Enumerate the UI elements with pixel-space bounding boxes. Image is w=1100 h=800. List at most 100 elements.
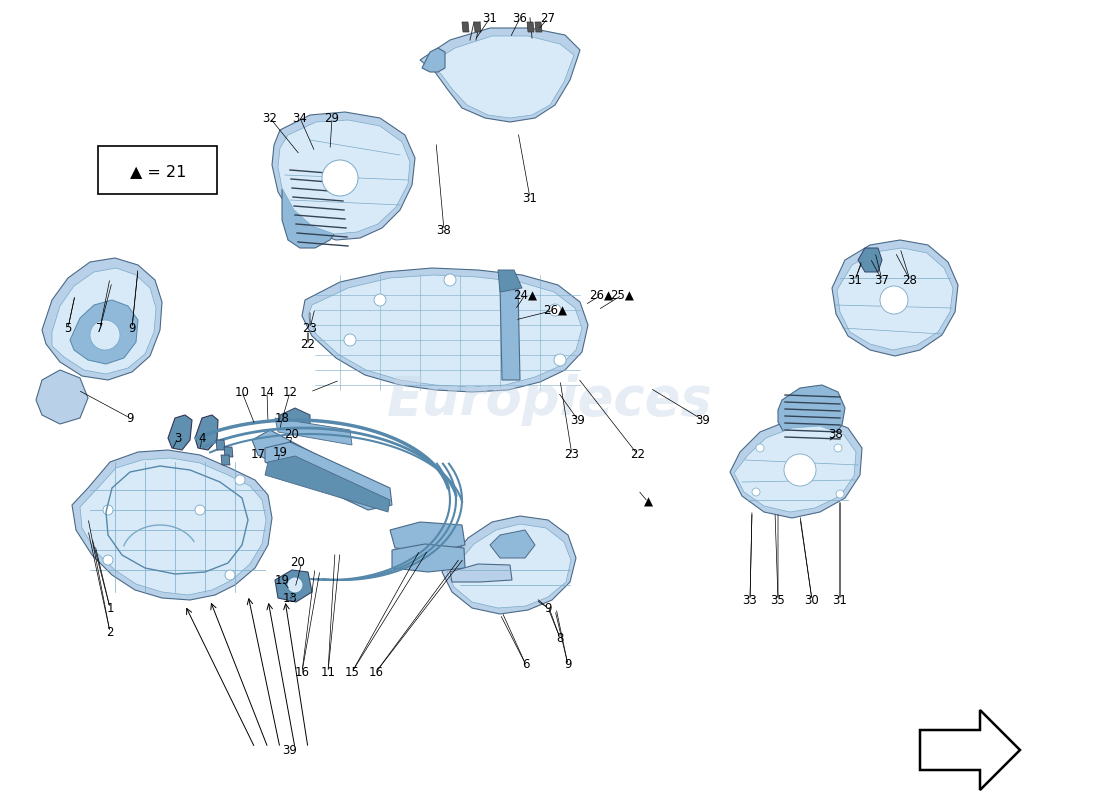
Polygon shape [272,112,415,240]
Polygon shape [80,458,266,595]
Polygon shape [52,268,156,374]
Text: 9: 9 [126,411,134,425]
Polygon shape [920,710,1020,790]
Circle shape [549,304,561,316]
Text: 25▲: 25▲ [610,289,634,302]
Polygon shape [275,418,352,445]
Polygon shape [390,522,465,552]
Polygon shape [462,22,469,32]
Polygon shape [265,456,390,512]
Circle shape [103,505,113,515]
Polygon shape [216,440,225,450]
Text: 39: 39 [571,414,585,426]
Polygon shape [70,300,138,364]
Text: 29: 29 [324,111,340,125]
Text: ▲ = 21: ▲ = 21 [130,165,186,179]
Text: 23: 23 [564,449,580,462]
Polygon shape [252,430,350,492]
Circle shape [374,294,386,306]
Text: 1: 1 [107,602,113,614]
Circle shape [504,279,516,291]
Polygon shape [447,524,571,608]
Polygon shape [42,258,162,380]
Text: 23: 23 [302,322,318,334]
Polygon shape [474,22,481,32]
Circle shape [226,570,235,580]
Text: 31: 31 [483,11,497,25]
Text: 31: 31 [833,594,847,606]
Polygon shape [392,544,465,572]
Polygon shape [280,408,310,433]
Text: 36: 36 [513,11,527,25]
Polygon shape [282,155,348,248]
Text: 20: 20 [285,429,299,442]
Text: 19: 19 [273,446,287,458]
Polygon shape [72,450,272,600]
Text: 2: 2 [107,626,113,638]
Text: 13: 13 [283,591,297,605]
Text: 32: 32 [263,111,277,125]
Circle shape [752,488,760,496]
Text: 9: 9 [544,602,552,614]
Text: 4: 4 [198,431,206,445]
Text: 6: 6 [522,658,530,671]
Polygon shape [265,442,392,510]
Text: 20: 20 [290,555,306,569]
Text: 30: 30 [804,594,820,606]
Text: 22: 22 [300,338,316,351]
Polygon shape [195,415,218,450]
Text: 39: 39 [283,743,297,757]
Circle shape [235,475,245,485]
Text: 17: 17 [251,449,265,462]
Polygon shape [734,426,856,512]
Polygon shape [278,120,410,234]
Circle shape [90,320,120,350]
Polygon shape [168,415,192,450]
FancyBboxPatch shape [98,146,217,194]
Text: 35: 35 [771,594,785,606]
Text: 14: 14 [260,386,275,398]
Circle shape [836,490,844,498]
Text: 3: 3 [174,431,182,445]
Text: 26▲: 26▲ [588,289,613,302]
Polygon shape [221,455,230,465]
Text: 9: 9 [129,322,135,334]
Circle shape [880,286,907,314]
Text: 16: 16 [368,666,384,678]
Circle shape [834,444,842,452]
Text: 5: 5 [64,322,72,334]
Text: 16: 16 [295,666,309,678]
Polygon shape [308,275,582,387]
Polygon shape [535,22,542,32]
Polygon shape [302,268,588,392]
Polygon shape [36,370,88,424]
Text: 31: 31 [522,191,538,205]
Polygon shape [500,285,520,380]
Text: 10: 10 [234,386,250,398]
Text: ▲: ▲ [644,495,652,509]
Text: 38: 38 [828,429,844,442]
Polygon shape [428,36,574,118]
Polygon shape [832,240,958,356]
Text: 31: 31 [848,274,862,286]
Text: 38: 38 [437,223,451,237]
Polygon shape [450,564,512,582]
Circle shape [195,505,205,515]
Polygon shape [527,22,534,32]
Text: 27: 27 [540,11,556,25]
Polygon shape [224,447,233,457]
Circle shape [287,577,303,593]
Polygon shape [730,418,862,518]
Circle shape [444,274,456,286]
Circle shape [756,444,764,452]
Text: 12: 12 [283,386,297,398]
Text: 8: 8 [557,631,563,645]
Text: 39: 39 [695,414,711,426]
Circle shape [103,555,113,565]
Circle shape [322,160,358,196]
Text: 26▲: 26▲ [543,303,566,317]
Polygon shape [422,48,446,72]
Text: 11: 11 [320,666,336,678]
Text: 22: 22 [630,449,646,462]
Polygon shape [837,248,953,350]
